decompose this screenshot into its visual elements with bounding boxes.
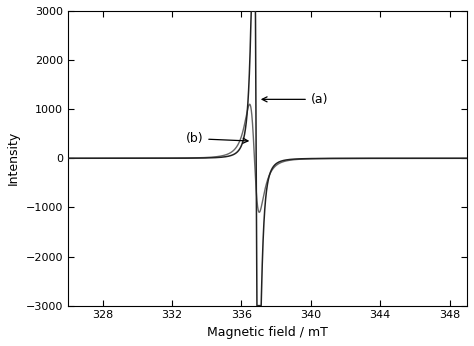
Y-axis label: Intensity: Intensity	[7, 131, 20, 185]
X-axis label: Magnetic field / mT: Magnetic field / mT	[207, 326, 328, 339]
Text: (a): (a)	[262, 93, 328, 106]
Text: (b): (b)	[186, 132, 248, 145]
